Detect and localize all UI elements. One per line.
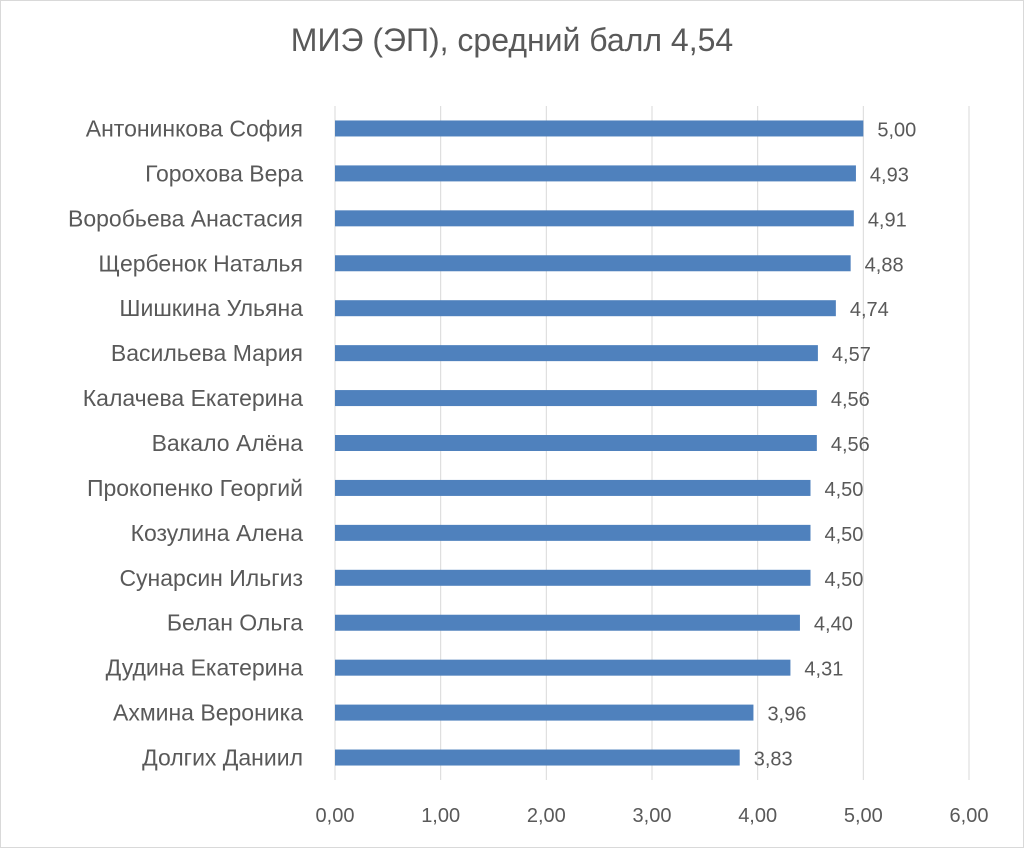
value-label: 4,31 <box>804 659 843 681</box>
value-label: 4,88 <box>865 254 904 276</box>
value-label: 4,50 <box>825 479 864 501</box>
x-tick-label: 6,00 <box>950 805 989 827</box>
bar <box>335 569 811 586</box>
x-tick-label: 2,00 <box>527 805 566 827</box>
category-label: Вакало Алёна <box>152 430 304 456</box>
x-tick-label: 1,00 <box>421 805 460 827</box>
value-label: 3,96 <box>767 704 806 726</box>
value-label: 4,93 <box>870 164 909 186</box>
labels: 0,00 1,00 2,00 3,00 4,00 5,00 6,00 Антонинкова … <box>68 115 988 827</box>
category-label: Сунарсин Ильгиз <box>119 565 303 591</box>
chart-title: МИЭ (ЭП), средний балл 4,54 <box>290 22 734 58</box>
category-label: Щербенок Наталья <box>98 250 303 276</box>
x-tick-label: 5,00 <box>844 805 883 827</box>
bar <box>335 524 811 541</box>
bar <box>335 704 754 721</box>
category-label: Горохова Вера <box>145 160 303 186</box>
x-tick-label: 3,00 <box>633 805 672 827</box>
x-tick-label: 0,00 <box>316 805 355 827</box>
category-label: Дудина Екатерина <box>106 655 304 681</box>
value-label: 3,83 <box>754 749 793 771</box>
bars <box>335 120 864 766</box>
bar <box>335 255 851 272</box>
value-label: 4,40 <box>814 614 853 636</box>
value-label: 4,74 <box>850 299 889 321</box>
category-label: Васильева Мария <box>111 340 303 366</box>
value-label: 5,00 <box>877 119 916 141</box>
category-label: Ахмина Вероника <box>113 700 303 726</box>
value-label: 4,50 <box>825 524 864 546</box>
value-label: 4,56 <box>831 434 870 456</box>
bar <box>335 749 740 766</box>
bar <box>335 659 791 676</box>
category-label: Прокопенко Георгий <box>87 475 303 501</box>
category-label: Шишкина Ульяна <box>119 295 303 321</box>
value-label: 4,50 <box>825 569 864 591</box>
value-label: 4,57 <box>832 344 871 366</box>
bar <box>335 614 800 631</box>
bar <box>335 390 817 407</box>
bar <box>335 345 818 362</box>
bar <box>335 120 864 137</box>
bar <box>335 435 817 451</box>
bar <box>335 300 836 317</box>
bar <box>335 479 811 496</box>
category-label: Козулина Алена <box>131 520 304 546</box>
category-label: Долгих Даниил <box>142 745 303 771</box>
value-label: 4,91 <box>868 209 907 231</box>
category-label: Калачева Екатерина <box>83 385 303 411</box>
bar <box>335 210 854 227</box>
x-tick-label: 4,00 <box>738 805 777 827</box>
category-label: Белан Ольга <box>167 610 303 636</box>
category-label: Воробьева Анастасия <box>68 205 303 231</box>
value-label: 4,56 <box>831 389 870 411</box>
category-label: Антонинкова София <box>86 115 303 141</box>
bar <box>335 165 856 182</box>
